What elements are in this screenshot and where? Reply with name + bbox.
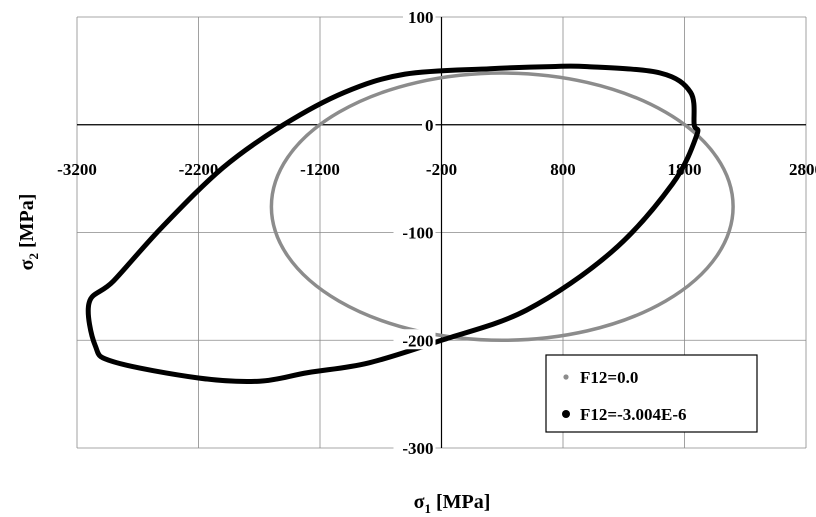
legend-box bbox=[545, 354, 758, 433]
tick-labels: -3200 -2200 -1200 -200 800 1800 2800 100 0 -100 -2… bbox=[57, 6, 816, 458]
series-f12-neg-curve bbox=[85, 63, 701, 385]
legend-label-f12-neg: F12=-3.004E-6 bbox=[580, 405, 686, 424]
x-axis-title: σ1 [MPa] bbox=[414, 491, 491, 516]
x-tick-label: 2800 bbox=[789, 160, 816, 179]
y-axis-title: σ2 [MPa] bbox=[16, 194, 41, 271]
x-tick-label: -200 bbox=[426, 160, 457, 179]
x-tick-label: 800 bbox=[550, 160, 576, 179]
y-tick-bg bbox=[393, 329, 436, 350]
x-tick-label: -3200 bbox=[57, 160, 97, 179]
y-tick-bg bbox=[393, 437, 436, 457]
x-tick-label: 1800 bbox=[668, 160, 702, 179]
y-axis-title-unit: [MPa] bbox=[16, 194, 38, 253]
y-tick-bg bbox=[403, 6, 436, 26]
x-axis-title-symbol: σ bbox=[414, 491, 425, 513]
y-axis-title-symbol: σ bbox=[16, 259, 38, 270]
legend-marker-f12-0 bbox=[563, 374, 569, 380]
y-tick-label: -200 bbox=[402, 331, 433, 350]
x-axis-title-unit: [MPa] bbox=[431, 491, 490, 513]
y-tick-bg bbox=[422, 113, 436, 134]
y-axis-title-sub: 2 bbox=[26, 253, 41, 260]
x-tick-label: -2200 bbox=[179, 160, 219, 179]
legend-marker-f12-neg bbox=[562, 410, 570, 418]
y-tick-label: -300 bbox=[402, 439, 433, 458]
x-axis-title-sub: 1 bbox=[424, 501, 431, 516]
series-f12-0-ellipse bbox=[269, 71, 735, 342]
y-tick-bg bbox=[393, 221, 436, 242]
y-tick-label: -100 bbox=[402, 224, 433, 243]
y-tick-label: 100 bbox=[408, 8, 434, 27]
legend-label-f12-0: F12=0.0 bbox=[580, 368, 638, 387]
x-tick-label: -1200 bbox=[300, 160, 340, 179]
legend: F12=0.0 F12=-3.004E-6 bbox=[545, 354, 758, 433]
y-tick-label: 0 bbox=[425, 116, 434, 135]
series-layer bbox=[85, 63, 735, 385]
